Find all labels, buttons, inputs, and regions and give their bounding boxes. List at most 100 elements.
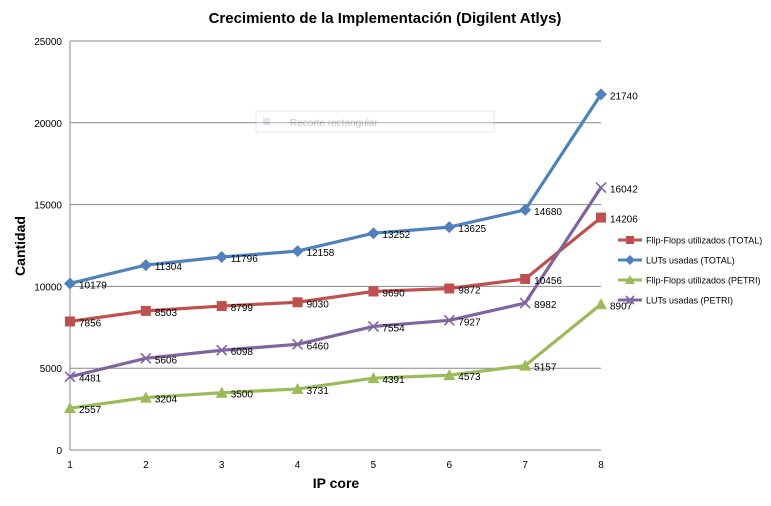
data-label: 3204 [155, 395, 178, 406]
data-label: 6098 [231, 347, 254, 358]
data-label: 6460 [307, 341, 330, 352]
series-line [69, 93, 603, 286]
data-label: 9030 [307, 299, 330, 310]
y-axis-title: Cantidad [12, 216, 28, 276]
data-label: 10179 [79, 280, 107, 291]
data-label: 4391 [382, 375, 405, 386]
series-line [69, 186, 603, 379]
data-point [625, 275, 635, 284]
data-point [367, 227, 380, 240]
data-label: 7554 [382, 323, 405, 334]
legend-entry: Flip-Flops utilizados (PETRI) [618, 275, 761, 286]
data-point [626, 236, 634, 244]
data-label: 13625 [458, 224, 486, 235]
data-point [625, 255, 635, 265]
data-point [443, 221, 456, 234]
data-label: 9872 [458, 285, 481, 296]
data-point [367, 320, 379, 332]
axes: 0 5000 10000 15000 20000 25000 1 2 3 4 5 6 7 8 [34, 37, 604, 471]
data-label: 8503 [155, 308, 178, 319]
data-point [139, 259, 152, 272]
data-point [64, 371, 76, 383]
legend-entry: Flip-Flops utilizados (TOTAL) [618, 236, 762, 246]
legend-label: LUTs usadas (PETRI) [646, 296, 733, 306]
overlay-tooltip: Recorte rectangular [255, 110, 495, 133]
data-point [368, 286, 379, 297]
data-point [519, 359, 532, 371]
series-1 [65, 212, 606, 327]
data-point [291, 382, 304, 394]
y-tick-label: 20000 [34, 119, 62, 130]
data-point [216, 301, 227, 312]
y-tick-label: 0 [56, 446, 62, 457]
series-4 [64, 181, 607, 383]
series-line [69, 216, 603, 324]
data-point [595, 181, 607, 194]
x-tick-label: 1 [67, 460, 73, 471]
data-label: 4573 [458, 372, 481, 383]
data-point [216, 344, 228, 356]
series-3 [64, 298, 607, 414]
y-tick-label: 15000 [34, 201, 62, 212]
data-point [596, 212, 606, 223]
legend: Flip-Flops utilizados (TOTAL) LUTs usadas… [618, 236, 762, 306]
data-label: 14680 [534, 207, 562, 218]
y-tick-label: 25000 [34, 37, 62, 48]
x-tick-label: 2 [143, 460, 149, 471]
data-point [519, 203, 532, 216]
data-point [595, 88, 607, 101]
data-point [65, 316, 75, 327]
data-point [215, 251, 228, 264]
data-labels: 7856 8503 8799 9030 9690 9872 10456 14206 10179 1… [79, 91, 638, 416]
data-label: 7927 [458, 317, 481, 328]
legend-entry: LUTs usadas (TOTAL) [618, 255, 735, 266]
data-label: 4481 [79, 374, 102, 385]
series-line [69, 303, 603, 410]
x-tick-label: 4 [295, 460, 301, 471]
x-tick-label: 6 [447, 460, 453, 471]
gridlines [70, 40, 601, 369]
data-point [139, 391, 152, 403]
x-tick-label: 8 [598, 460, 604, 471]
data-point [519, 297, 531, 309]
data-point [292, 297, 303, 308]
data-point [140, 352, 152, 364]
data-point [595, 298, 607, 310]
legend-label: Flip-Flops utilizados (TOTAL) [646, 236, 762, 246]
legend-entry: LUTs usadas (PETRI) [618, 295, 733, 306]
data-label: 5606 [155, 355, 178, 366]
data-label: 11304 [155, 262, 183, 273]
legend-label: LUTs usadas (TOTAL) [646, 256, 735, 266]
data-label: 16042 [610, 185, 638, 196]
data-label: 21740 [610, 91, 638, 102]
data-label: 3500 [231, 390, 254, 401]
data-point [64, 277, 76, 290]
data-point [444, 283, 455, 294]
x-axis-title: IP core [313, 475, 360, 491]
data-label: 12158 [307, 248, 335, 259]
data-label: 10456 [534, 276, 562, 287]
data-point [291, 245, 304, 258]
data-label: 14206 [610, 215, 638, 226]
y-tick-label: 10000 [34, 282, 62, 293]
data-label: 11796 [231, 254, 259, 265]
data-point [64, 402, 76, 414]
data-label: 13252 [382, 230, 410, 241]
data-point [443, 314, 455, 326]
data-point [625, 295, 635, 305]
data-point [367, 372, 380, 384]
x-tick-label: 7 [522, 460, 528, 471]
data-label: 8799 [231, 303, 254, 314]
data-label: 7856 [79, 318, 102, 329]
data-label: 2557 [79, 405, 102, 416]
data-label: 8907 [610, 301, 633, 312]
chart-title: Crecimiento de la Implementación (Digile… [209, 10, 562, 27]
data-point [292, 338, 304, 350]
data-label: 8982 [534, 300, 557, 311]
data-label: 9690 [382, 288, 405, 299]
data-point [520, 273, 531, 284]
data-label: 3731 [307, 386, 330, 397]
x-tick-label: 5 [371, 460, 377, 471]
